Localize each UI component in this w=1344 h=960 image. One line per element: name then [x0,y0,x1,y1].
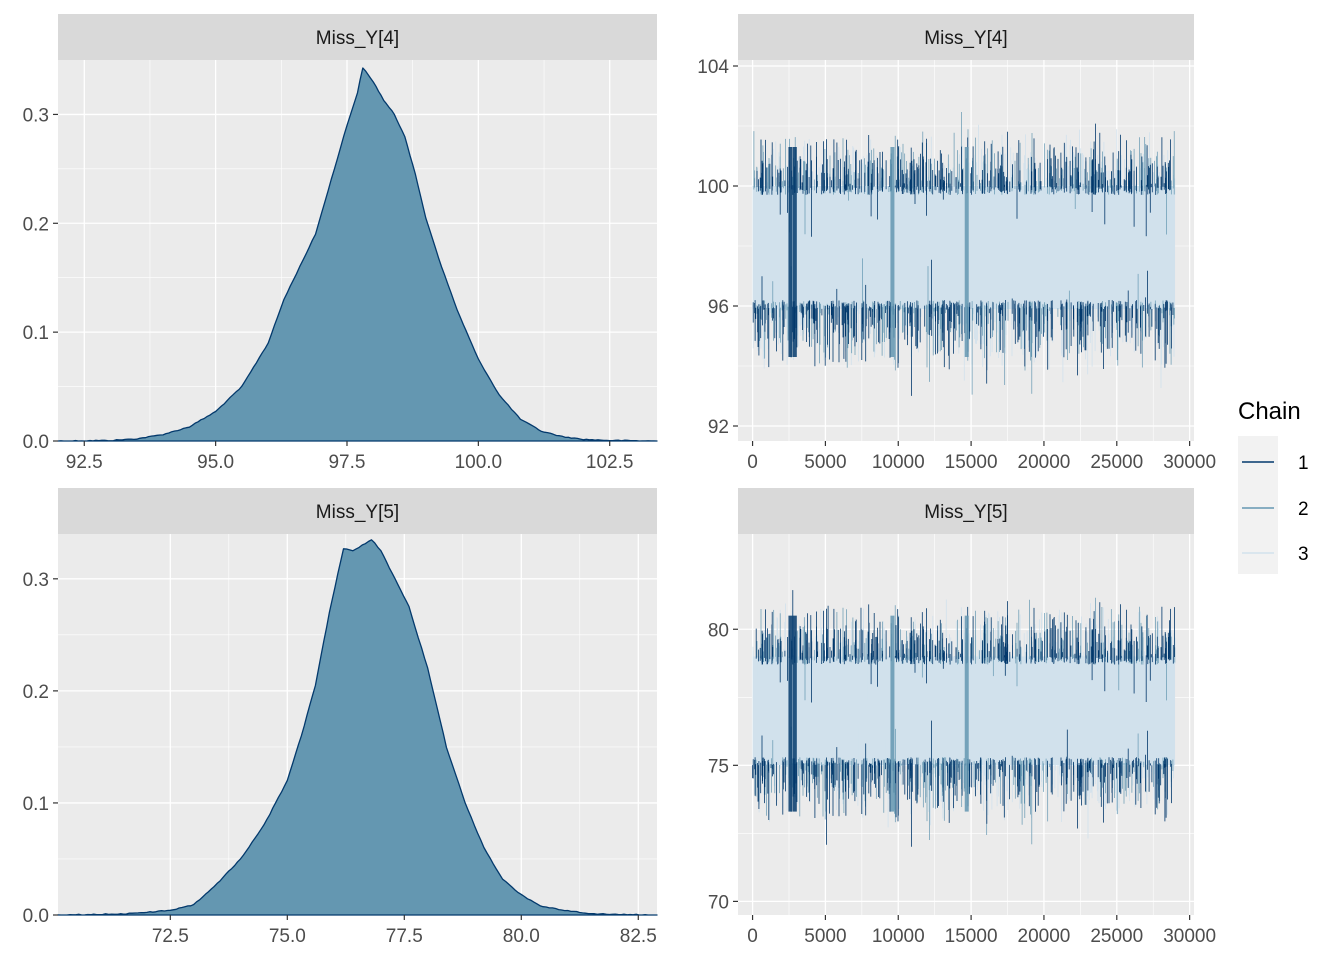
strip-label: Miss_Y[4] [316,28,399,49]
x-tick-label: 97.5 [328,452,365,473]
strip-label: Miss_Y[5] [924,502,1007,523]
x-tick-label: 0 [747,926,758,947]
x-tick-label: 77.5 [386,926,423,947]
y-tick-label: 70 [708,892,729,913]
x-tick-label: 102.5 [586,452,634,473]
y-axis-ticks: 0.0 0.1 0.2 0.3 [23,570,58,927]
y-axis-ticks: 92 96 100 104 [697,57,738,438]
strip-background [58,14,657,60]
y-axis-ticks: 70 75 80 [708,620,738,913]
chain-1-stripe [792,615,797,812]
y-tick-label: 92 [708,417,729,438]
y-tick-label: 0.0 [23,906,49,927]
x-axis-ticks: 92.5 95.0 97.5 100.0 102.5 [66,441,634,473]
density-curve [57,67,658,442]
y-tick-label: 0.3 [23,105,49,126]
density-area [57,67,658,442]
y-tick-label: 104 [697,57,729,78]
chain-3-band [752,656,1176,766]
density-curve [57,539,658,916]
x-tick-label: 5000 [804,926,846,947]
x-tick-label: 25000 [1090,452,1143,473]
y-axis-ticks: 0.0 0.1 0.2 0.3 [23,105,58,453]
x-tick-label: 100.0 [455,452,503,473]
chain-2-stripe [890,615,895,812]
density-panel-miss-y5: Miss_Y[5] 72.5 75.0 77.5 80.0 82.5 0.0 0.1 0.2… [23,488,658,947]
chain-1-stripe [792,147,797,357]
x-tick-label: 82.5 [620,926,657,947]
y-tick-label: 80 [708,620,729,641]
chain-1-trace [752,590,1175,847]
chain-3-band [752,186,1176,309]
strip-background [58,488,657,534]
density-panel-miss-y4: Miss_Y[4] 92.5 95.0 97.5 100.0 102.5 0.00.10… [23,14,658,473]
chain-1-stripe [788,147,793,357]
chain-2-stripe [890,147,895,357]
legend-label-chain-1: 1 [1298,453,1309,474]
x-tick-label: 72.5 [152,926,189,947]
strip-background [738,488,1194,534]
x-tick-label: 15000 [945,926,998,947]
x-tick-label: 10000 [872,926,925,947]
y-tick-label: 0.0 [23,432,49,453]
x-tick-label: 80.0 [503,926,540,947]
x-tick-label: 20000 [1018,926,1071,947]
y-tick-label: 0.1 [23,794,49,815]
legend-title: Chain [1238,398,1301,425]
chain-1-stripe [788,615,793,812]
legend-label-chain-2: 2 [1298,499,1309,520]
x-tick-label: 25000 [1090,926,1143,947]
strip-label: Miss_Y[5] [316,502,399,523]
x-axis-ticks: 0 5000 10000 15000 20000 25000 30000 [747,441,1216,473]
x-tick-label: 95.0 [197,452,234,473]
y-tick-label: 0.2 [23,214,49,235]
y-tick-label: 75 [708,756,729,777]
x-tick-label: 10000 [872,452,925,473]
y-tick-label: 0.3 [23,570,49,591]
legend: Chain 1 2 3 [1238,398,1309,574]
x-tick-label: 92.5 [66,452,103,473]
legend-label-chain-3: 3 [1298,544,1309,565]
trace-lines [752,590,1176,847]
trace-panel-miss-y5: Miss_Y[5] 0 5000 10000 15000 20000 25000 30000… [708,488,1216,947]
x-tick-label: 5000 [804,452,846,473]
strip-background [738,14,1194,60]
chain-2-stripe [964,615,969,812]
density-area [57,539,658,916]
x-tick-label: 0 [747,452,758,473]
x-tick-label: 30000 [1163,926,1216,947]
y-tick-label: 96 [708,297,729,318]
x-tick-label: 20000 [1018,452,1071,473]
y-tick-label: 100 [697,177,729,198]
x-axis-ticks: 0 5000 10000 15000 20000 25000 30000 [747,915,1216,947]
trace-panel-miss-y4: Miss_Y[4] 0 5000 10000 15000 20000 25000 30000… [697,14,1216,473]
x-tick-label: 30000 [1163,452,1216,473]
x-tick-label: 15000 [945,452,998,473]
x-tick-label: 75.0 [269,926,306,947]
trace-lines [752,112,1176,396]
chain-2-stripe [964,147,969,357]
x-axis-ticks: 72.5 75.0 77.5 80.0 82.5 [152,915,657,947]
y-tick-label: 0.1 [23,323,49,344]
y-tick-label: 0.2 [23,682,49,703]
strip-label: Miss_Y[4] [924,28,1007,49]
legend-key-background [1238,436,1278,574]
chain-1-trace [752,123,1174,396]
